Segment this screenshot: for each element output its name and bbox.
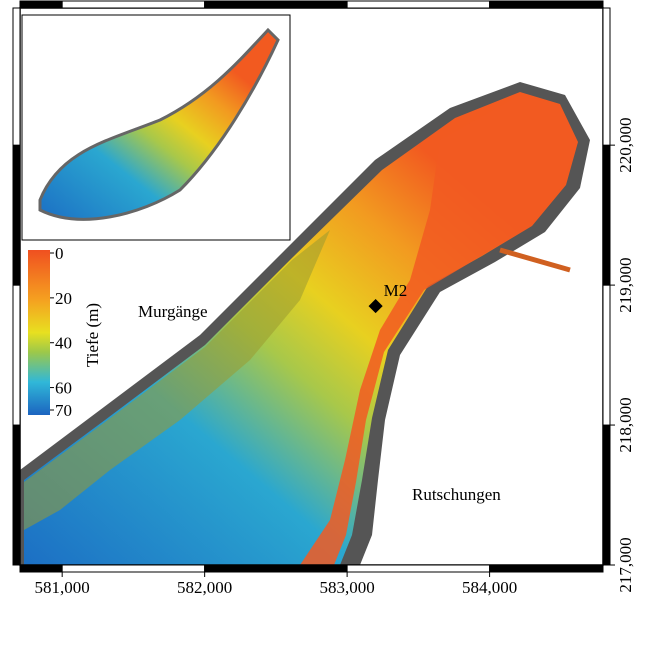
colorbar-tick-label: 20 [55,289,72,308]
frame-bar [13,8,20,145]
x-tick-label: 584,000 [462,578,517,597]
y-tick-label: 218,000 [616,397,635,452]
frame-bar [603,285,610,425]
inset [22,15,290,240]
frame-bar [20,565,62,572]
point-label: M2 [384,281,408,300]
colorbar-tick-label: 0 [55,244,64,263]
frame-bar [13,425,20,565]
y-tick-label: 217,000 [616,537,635,592]
annotation: Rutschungen [412,485,501,504]
x-tick-label: 582,000 [177,578,232,597]
frame-bar [62,1,204,8]
x-tick-label: 583,000 [319,578,374,597]
x-tick-label: 581,000 [35,578,90,597]
colorbar-tick-label: 40 [55,334,72,353]
y-tick-label: 219,000 [616,257,635,312]
frame-bar [20,1,62,8]
frame-bar [603,425,610,565]
frame-bar [603,145,610,285]
colorbar-tick-label: 60 [55,379,72,398]
annotation: Murgänge [138,302,208,321]
frame-bar [490,565,603,572]
colorbar-tick-label: 70 [55,401,72,420]
frame-bar [490,1,603,8]
colorbar [28,250,50,415]
frame-bar [205,565,347,572]
frame-bar [205,1,347,8]
frame-bar [603,8,610,145]
y-tick-label: 220,000 [616,118,635,173]
frame-bar [13,145,20,285]
frame-bar [347,1,489,8]
inflow [500,250,570,270]
frame-bar [347,565,489,572]
map-figure: 581,000 582,000 583,000 584,000 217,000 218,0… [0,0,662,643]
frame-bar [13,285,20,425]
colorbar-title: Tiefe (m) [83,303,102,367]
frame-bar [62,565,204,572]
